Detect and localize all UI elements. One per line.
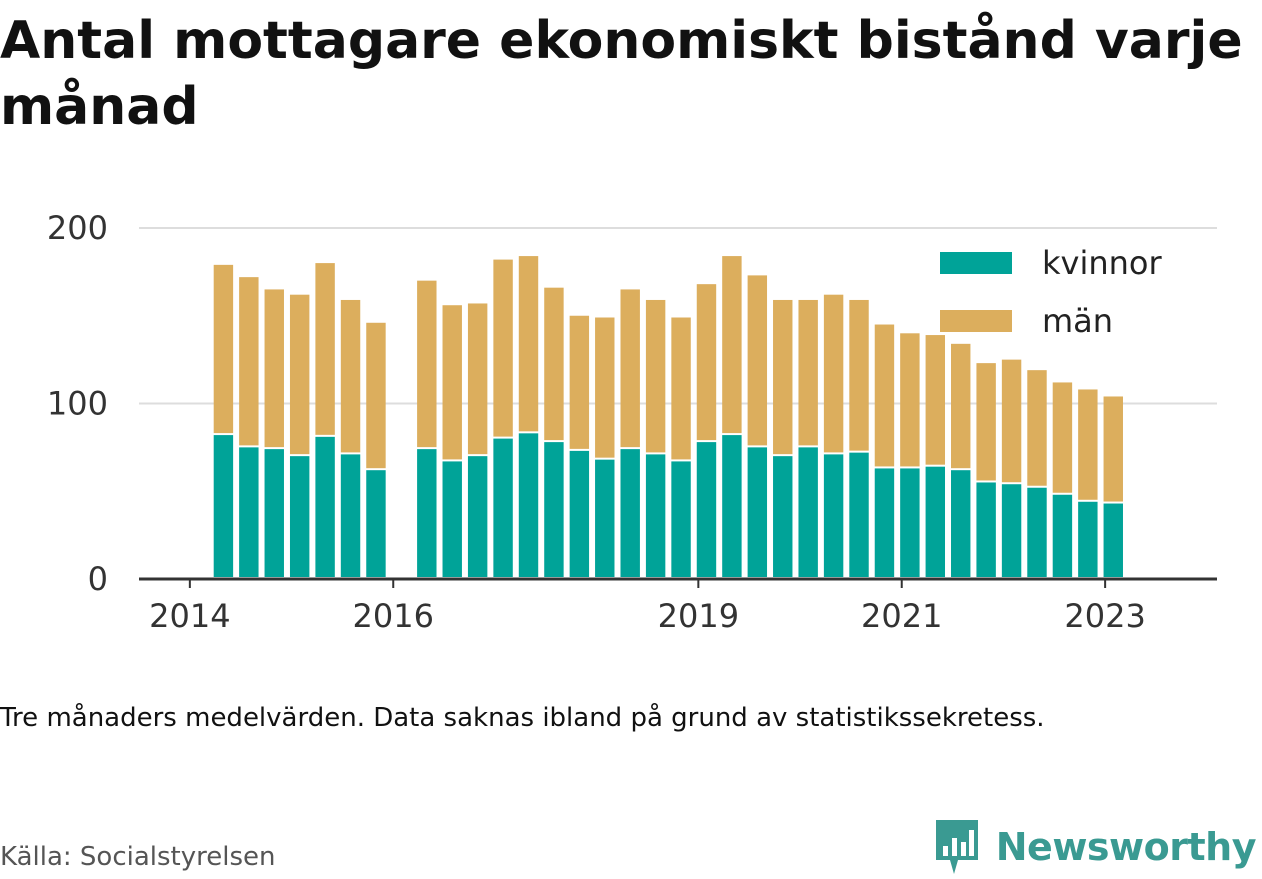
bar-mxn	[569, 315, 590, 449]
x-tick-label: 2023	[1064, 597, 1145, 635]
stacked-bar-chart: 2014 2016 2019 2021 2023 0 100 200 kvinnor män	[47, 209, 1217, 635]
bar-mxn	[315, 263, 335, 435]
legend: kvinnor män	[940, 244, 1163, 340]
bar-mxn	[467, 303, 488, 455]
y-tick-label: 100	[47, 385, 108, 423]
bar-kvinnor	[722, 435, 742, 577]
x-axis: 2014 2016 2019 2021 2023	[139, 577, 1217, 635]
bar-mxn	[442, 305, 462, 460]
bar-kvinnor	[823, 454, 844, 577]
bar-kvinnor	[340, 454, 361, 577]
bar-kvinnor	[645, 454, 666, 577]
bar-kvinnor	[366, 470, 386, 577]
bar-mxn	[1001, 359, 1022, 483]
bar-kvinnor	[442, 461, 462, 577]
bar-mxn	[925, 335, 946, 465]
bar-mxn	[518, 256, 539, 432]
bar-mxn	[874, 324, 895, 467]
bar-mxn	[493, 259, 513, 437]
bar-kvinnor	[467, 456, 488, 577]
bar-kvinnor	[1052, 494, 1073, 577]
bar-mxn	[264, 289, 284, 448]
chart-note: Tre månaders medelvärden. Data saknas ib…	[0, 703, 1045, 733]
bar-mxn	[747, 275, 768, 446]
bar-mxn	[900, 333, 920, 467]
bar-kvinnor	[1078, 501, 1098, 577]
bar-mxn	[645, 299, 666, 453]
bar-mxn	[696, 284, 717, 441]
bar-kvinnor	[671, 461, 691, 577]
bar-kvinnor	[773, 456, 793, 577]
bar-kvinnor	[951, 470, 971, 577]
bar-mxn	[544, 287, 564, 441]
bar-mxn	[340, 299, 361, 453]
bar-kvinnor	[1027, 487, 1047, 577]
x-tick-label: 2016	[353, 597, 434, 635]
source-label: Källa: Socialstyrelsen	[0, 842, 276, 872]
bar-kvinnor	[518, 433, 539, 577]
bar-kvinnor	[493, 438, 513, 577]
bar-kvinnor	[213, 435, 234, 577]
bar-mxn	[722, 256, 742, 434]
bar-kvinnor	[315, 436, 335, 577]
x-tick-label: 2014	[149, 597, 230, 635]
bar-mxn	[595, 317, 615, 458]
bar-mxn	[951, 343, 971, 469]
bar-mxn	[289, 294, 310, 455]
bar-mxn	[417, 280, 437, 448]
x-tick-label: 2021	[861, 597, 942, 635]
brand[interactable]: Newsworthy	[932, 818, 1257, 876]
bar-kvinnor	[620, 449, 640, 577]
bar-mxn	[849, 299, 869, 451]
bar-kvinnor	[595, 459, 615, 577]
bar-kvinnor	[569, 450, 590, 577]
bar-kvinnor	[798, 447, 818, 577]
bar-kvinnor	[849, 452, 869, 577]
bar-kvinnor	[747, 447, 768, 577]
bar-kvinnor	[264, 449, 284, 577]
bars	[213, 256, 1123, 577]
bar-kvinnor	[239, 447, 259, 577]
brand-name: Newsworthy	[995, 825, 1257, 869]
bar-kvinnor	[900, 468, 920, 577]
legend-swatch-2	[940, 310, 1012, 332]
bar-mxn	[1027, 370, 1047, 486]
bar-mxn	[1103, 396, 1123, 502]
bar-mxn	[671, 317, 691, 460]
bar-kvinnor	[1103, 503, 1123, 577]
bar-mxn	[1078, 389, 1098, 500]
bar-mxn	[798, 299, 818, 446]
x-tick-label: 2019	[658, 597, 739, 635]
bar-kvinnor	[874, 468, 895, 577]
bar-mxn	[366, 322, 386, 469]
newsworthy-logo-icon	[935, 820, 978, 874]
y-tick-label: 200	[47, 209, 108, 247]
bar-kvinnor	[925, 466, 946, 577]
bar-mxn	[823, 294, 844, 453]
legend-swatch-1	[940, 252, 1012, 274]
bar-kvinnor	[696, 442, 717, 577]
bar-mxn	[213, 264, 234, 434]
bar-mxn	[976, 363, 996, 481]
bar-mxn	[773, 299, 793, 455]
bar-kvinnor	[544, 442, 564, 577]
legend-label-1: kvinnor	[1042, 244, 1163, 282]
bar-kvinnor	[976, 482, 996, 577]
legend-label-2: män	[1042, 302, 1113, 340]
chart-title: Antal mottagare ekonomiskt bistånd varje…	[0, 11, 1243, 137]
bar-kvinnor	[417, 449, 437, 577]
bar-kvinnor	[289, 456, 310, 577]
y-axis: 0 100 200	[47, 209, 108, 598]
bar-mxn	[1052, 382, 1073, 493]
bar-kvinnor	[1001, 484, 1022, 577]
bar-mxn	[239, 277, 259, 446]
bar-mxn	[620, 289, 640, 448]
y-tick-label: 0	[88, 560, 108, 598]
